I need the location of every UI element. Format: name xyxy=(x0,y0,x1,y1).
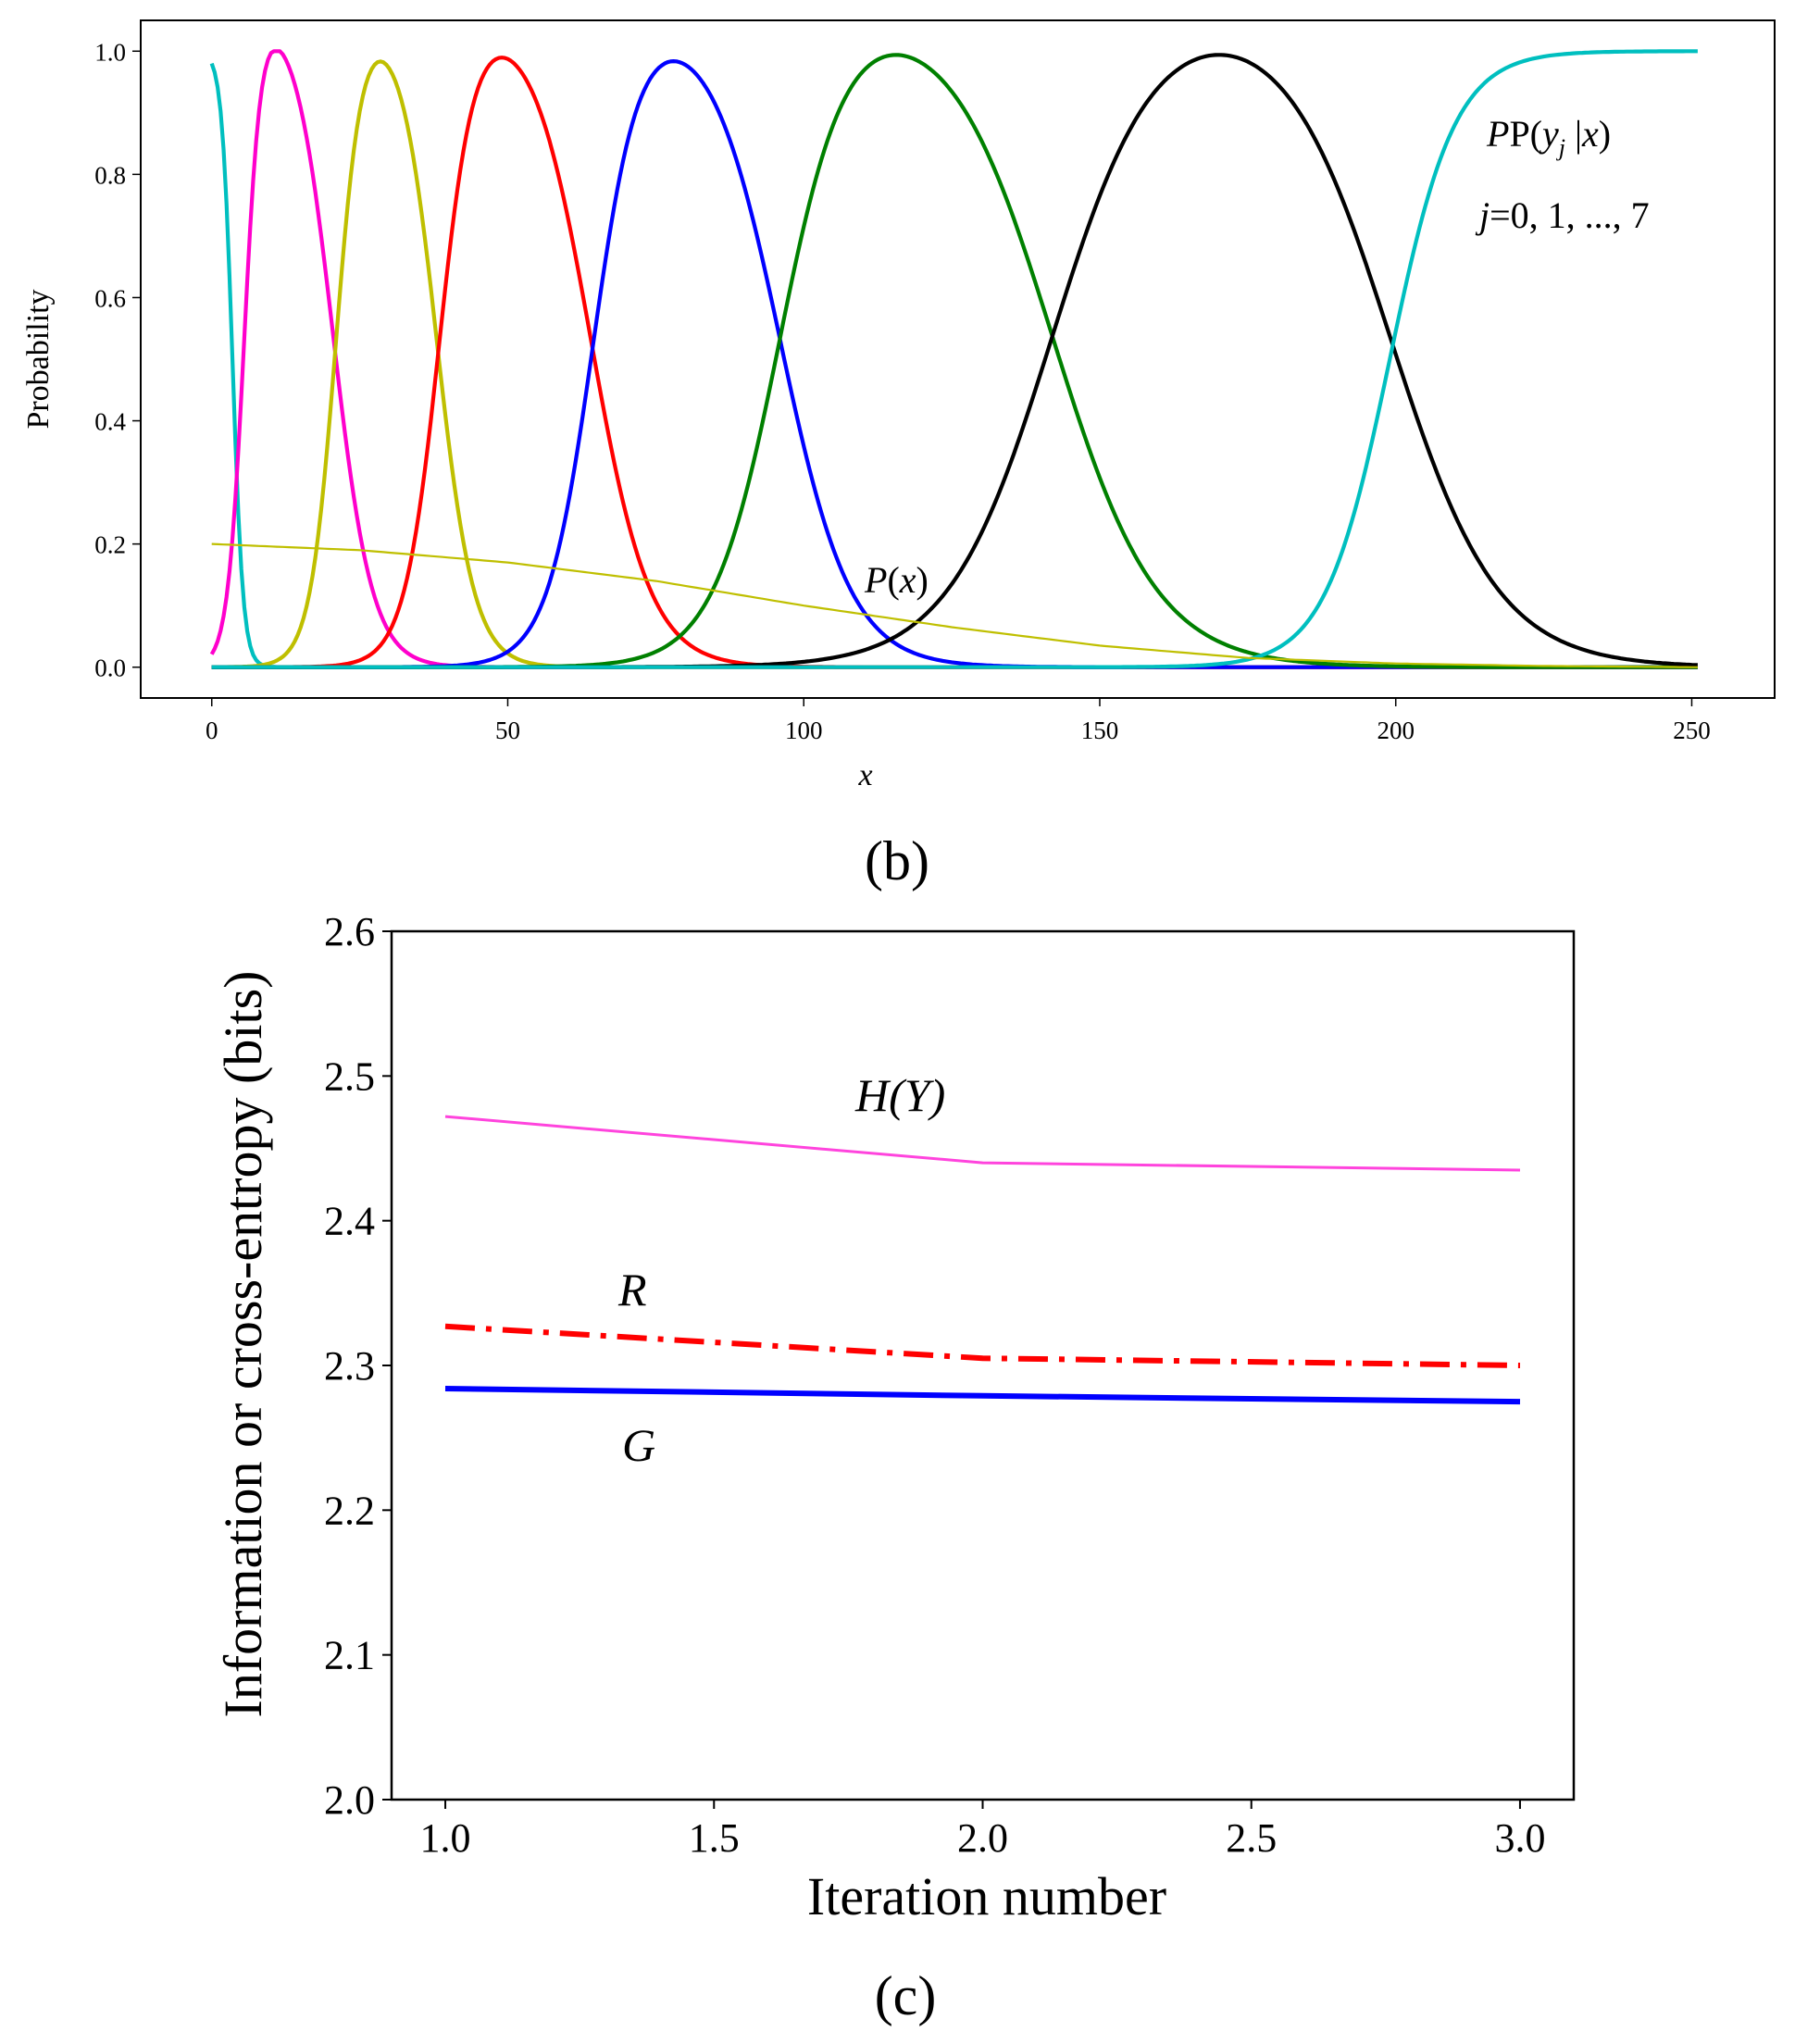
y-tick-label: 0.6 xyxy=(94,284,126,312)
annot-x: x xyxy=(1581,113,1599,155)
x-tick-label: 3.0 xyxy=(1494,1815,1545,1861)
x-tick-label: 50 xyxy=(495,717,520,744)
px-curve xyxy=(211,542,1698,668)
index-range-annotation: j=0, 1, ..., 7 xyxy=(1475,194,1650,236)
y-tick-label: 0.8 xyxy=(94,161,126,189)
series-label-R: R xyxy=(617,1264,647,1315)
series-line-g xyxy=(444,1386,1521,1405)
conditional-curve-3 xyxy=(211,56,1698,669)
y-tick-label: 0.2 xyxy=(94,531,126,559)
y-tick-label: 2.0 xyxy=(324,1777,375,1823)
annot-j: j xyxy=(1475,194,1490,236)
y-tick-label: 2.4 xyxy=(324,1199,375,1244)
x-tick-label: 150 xyxy=(1081,717,1119,744)
panel-b-curves xyxy=(209,49,1698,669)
panel-c-plot-frame xyxy=(390,929,1576,1801)
prior-distribution-annotation: P(x) xyxy=(864,559,929,601)
x-tick-label: 1.5 xyxy=(689,1815,740,1861)
y-tick-label: 2.1 xyxy=(324,1633,375,1678)
annot-p-letter: P xyxy=(1486,113,1509,155)
annot-j-range: =0, 1, ..., 7 xyxy=(1490,194,1650,236)
panel-b-y-axis-label: Probability xyxy=(21,289,56,429)
conditional-curve-1 xyxy=(209,49,1698,669)
panel-b-plot-frame xyxy=(140,19,1776,699)
annot-px-p: P xyxy=(864,559,887,601)
x-tick-label: 1.0 xyxy=(420,1815,471,1861)
panel-c-x-axis-label: Iteration number xyxy=(807,1866,1166,1926)
annot-px-open: ( xyxy=(887,559,899,601)
x-tick-label: 2.0 xyxy=(957,1815,1008,1861)
series-label-G: G xyxy=(622,1419,655,1471)
panel-c-ticks: 1.0 1.5 2.0 2.5 3.0 2.0 2.1 2.2 2.3 2.4 2.5 2.6 xyxy=(324,909,1545,1861)
x-tick-label: 0 xyxy=(206,717,218,744)
y-tick-label: 0.4 xyxy=(94,408,126,436)
annot-close: ) xyxy=(1599,113,1611,155)
y-tick-label: 1.0 xyxy=(94,38,126,66)
series-line-hy xyxy=(444,1115,1521,1172)
conditional-curve-2 xyxy=(211,59,1698,669)
annot-px-x: x xyxy=(899,559,916,601)
panel-b-ticks: 0 50 100 150 200 250 0.0 0.2 0.4 0.6 0.8 1.0 xyxy=(94,38,1710,744)
annot-y: y xyxy=(1539,113,1559,155)
series-line-r xyxy=(444,1323,1521,1368)
panel-c: 1.0 1.5 2.0 2.5 3.0 2.0 2.1 2.2 2.3 2.4 2.5 2.6 Inf… xyxy=(213,909,1576,2026)
conditional-curve-7 xyxy=(211,49,1698,669)
annot-sub-j: j xyxy=(1556,134,1565,161)
annot-px-close: ) xyxy=(916,559,929,601)
conditional-probability-annotation: PP(yj |x) xyxy=(1486,113,1611,161)
x-tick-label: 200 xyxy=(1377,717,1415,744)
panel-c-y-axis-label: Information or cross-entropy (bits) xyxy=(213,971,273,1718)
y-tick-label: 2.2 xyxy=(324,1488,375,1533)
annot-bar: | xyxy=(1565,113,1582,155)
x-tick-label: 2.5 xyxy=(1226,1815,1277,1861)
annot-open: P( xyxy=(1509,113,1542,155)
conditional-curve-4 xyxy=(211,58,1698,669)
conditional-curve-6 xyxy=(211,53,1698,669)
y-tick-label: 2.6 xyxy=(324,909,375,954)
panel-b-label: (b) xyxy=(865,830,929,891)
series-label-HY: H(Y) xyxy=(854,1069,945,1121)
panel-b-x-axis-label: x xyxy=(857,758,872,792)
panel-c-label: (c) xyxy=(875,1965,937,2026)
panel-b: 0 50 100 150 200 250 0.0 0.2 0.4 0.6 0.8 1.0 Probab… xyxy=(21,19,1776,891)
x-tick-label: 250 xyxy=(1673,717,1711,744)
y-tick-label: 2.5 xyxy=(324,1053,375,1099)
y-tick-label: 0.0 xyxy=(94,654,126,682)
conditional-curve-5 xyxy=(211,53,1698,669)
x-tick-label: 100 xyxy=(785,717,823,744)
y-tick-label: 2.3 xyxy=(324,1343,375,1389)
panel-c-lines xyxy=(444,1115,1521,1405)
